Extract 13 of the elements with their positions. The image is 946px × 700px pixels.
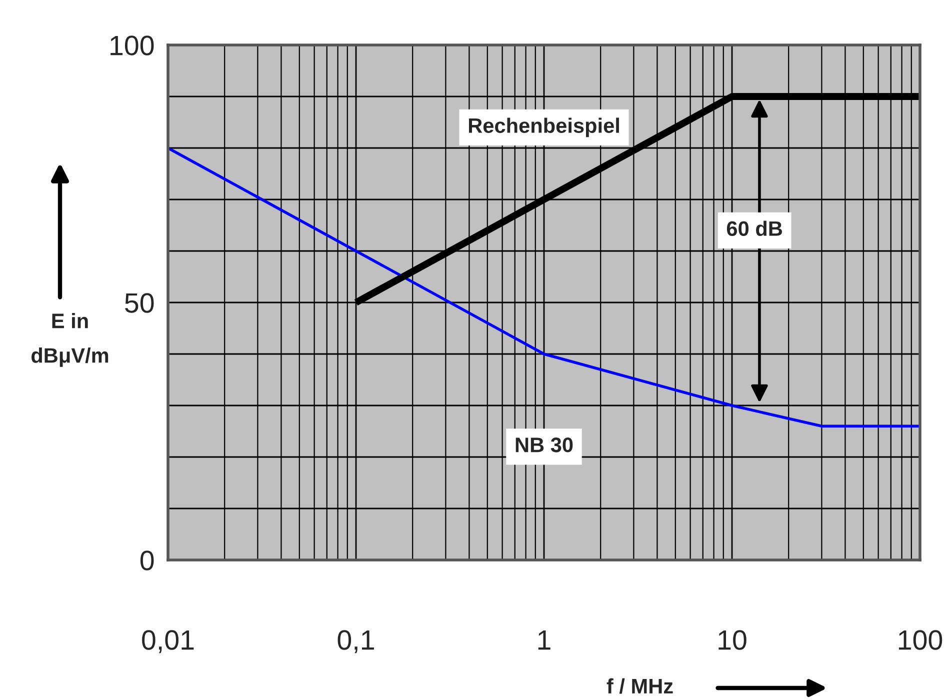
annotation: 60 dB [726,220,782,236]
annotation: Rechenbeispiel [468,118,619,138]
x-tick-label: 100 [898,630,942,650]
y-tick-label: 0 [140,550,154,570]
x-tick-label: 10 [718,630,746,650]
y-tick-label: 100 [110,36,154,56]
y-axis-title: E in dBμV/m [31,313,108,367]
x-tick-label: 0,1 [338,630,374,654]
x-axis-title: f / MHz [606,678,673,694]
x-tick-label: 0,01 [142,630,194,654]
y-tick-label: 50 [125,293,154,313]
annotation: NB 30 [516,438,573,452]
x-tick-label: 1 [538,630,550,650]
